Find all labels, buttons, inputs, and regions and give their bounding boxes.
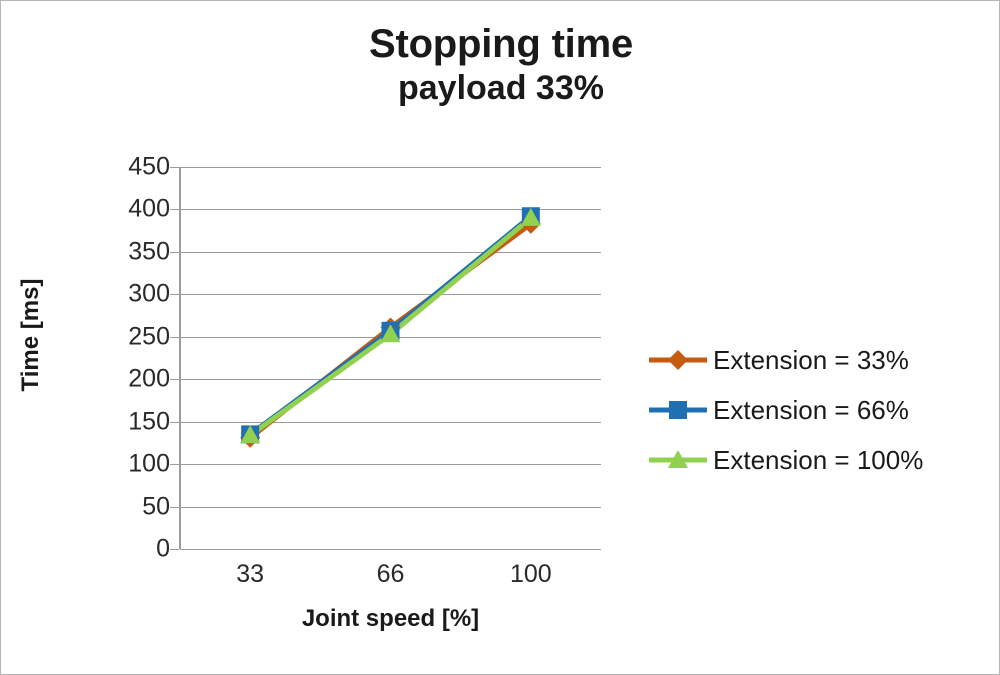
y-axis-tick-label: 250 xyxy=(128,322,170,351)
page-title: Stopping time xyxy=(368,22,634,66)
triangle-marker-icon xyxy=(649,447,707,473)
y-axis-tick xyxy=(170,464,179,466)
data-point-marker xyxy=(668,450,688,468)
y-axis-tick xyxy=(170,209,179,211)
legend-item[interactable]: Extension = 33% xyxy=(649,335,989,385)
legend-label: Extension = 100% xyxy=(713,444,924,475)
y-axis-tick-label: 300 xyxy=(128,279,170,308)
gridline xyxy=(180,464,601,466)
legend-label: Extension = 33% xyxy=(713,344,909,375)
plot-area xyxy=(170,167,601,550)
y-axis-tick-label: 50 xyxy=(142,492,170,521)
legend-item[interactable]: Extension = 100% xyxy=(649,435,989,485)
data-point-marker xyxy=(669,401,687,419)
x-axis-title: Joint speed [%] xyxy=(301,605,480,632)
chart-title-block: Stopping time payload 33% xyxy=(121,23,881,108)
gridline xyxy=(180,506,601,508)
y-axis-tick-label: 350 xyxy=(128,237,170,266)
series-layer xyxy=(240,207,541,448)
y-axis-tick xyxy=(170,421,179,423)
data-point-marker xyxy=(240,425,261,444)
square-marker-icon xyxy=(649,397,707,423)
y-axis-tick-labels: 0 50 100 150 200 250 300 350 400 450 xyxy=(96,153,170,563)
gridline xyxy=(180,549,601,550)
gridline xyxy=(180,167,601,168)
gridline xyxy=(180,209,601,211)
y-axis-line xyxy=(179,167,181,549)
y-axis-tick xyxy=(170,336,179,338)
y-axis-tick xyxy=(170,379,179,381)
x-axis-tick-labels: 33 66 100 xyxy=(180,560,601,594)
gridline xyxy=(180,251,601,253)
gridline xyxy=(180,421,601,423)
chart-subtitle: payload 33% xyxy=(398,69,604,107)
y-axis-tick xyxy=(170,167,179,168)
legend-item[interactable]: Extension = 66% xyxy=(649,385,989,435)
data-point-marker xyxy=(380,324,401,343)
y-axis-title: Time [ms] xyxy=(17,278,44,392)
y-axis-tick-label: 100 xyxy=(128,449,170,478)
x-axis-tick-label: 33 xyxy=(236,560,265,588)
data-point-marker xyxy=(520,207,541,226)
x-axis-tick-label: 66 xyxy=(376,560,405,588)
y-axis-tick-label: 200 xyxy=(128,364,170,393)
diamond-marker-icon xyxy=(649,347,707,373)
data-point-marker xyxy=(668,350,688,370)
y-axis-tick-label: 0 xyxy=(156,534,170,563)
y-axis-tick-label: 450 xyxy=(128,152,170,181)
gridline xyxy=(180,294,601,296)
y-axis-tick xyxy=(170,294,179,296)
legend-label: Extension = 66% xyxy=(713,394,909,425)
gridline xyxy=(180,379,601,381)
y-axis-tick xyxy=(170,549,179,550)
y-axis-tick xyxy=(170,251,179,253)
y-axis-tick-label: 400 xyxy=(128,194,170,223)
y-axis-tick xyxy=(170,506,179,508)
chart-legend: Extension = 33% Extension = 66% Extension … xyxy=(649,335,989,485)
y-axis-tick-label: 150 xyxy=(128,407,170,436)
x-axis-tick-label: 100 xyxy=(509,560,552,588)
